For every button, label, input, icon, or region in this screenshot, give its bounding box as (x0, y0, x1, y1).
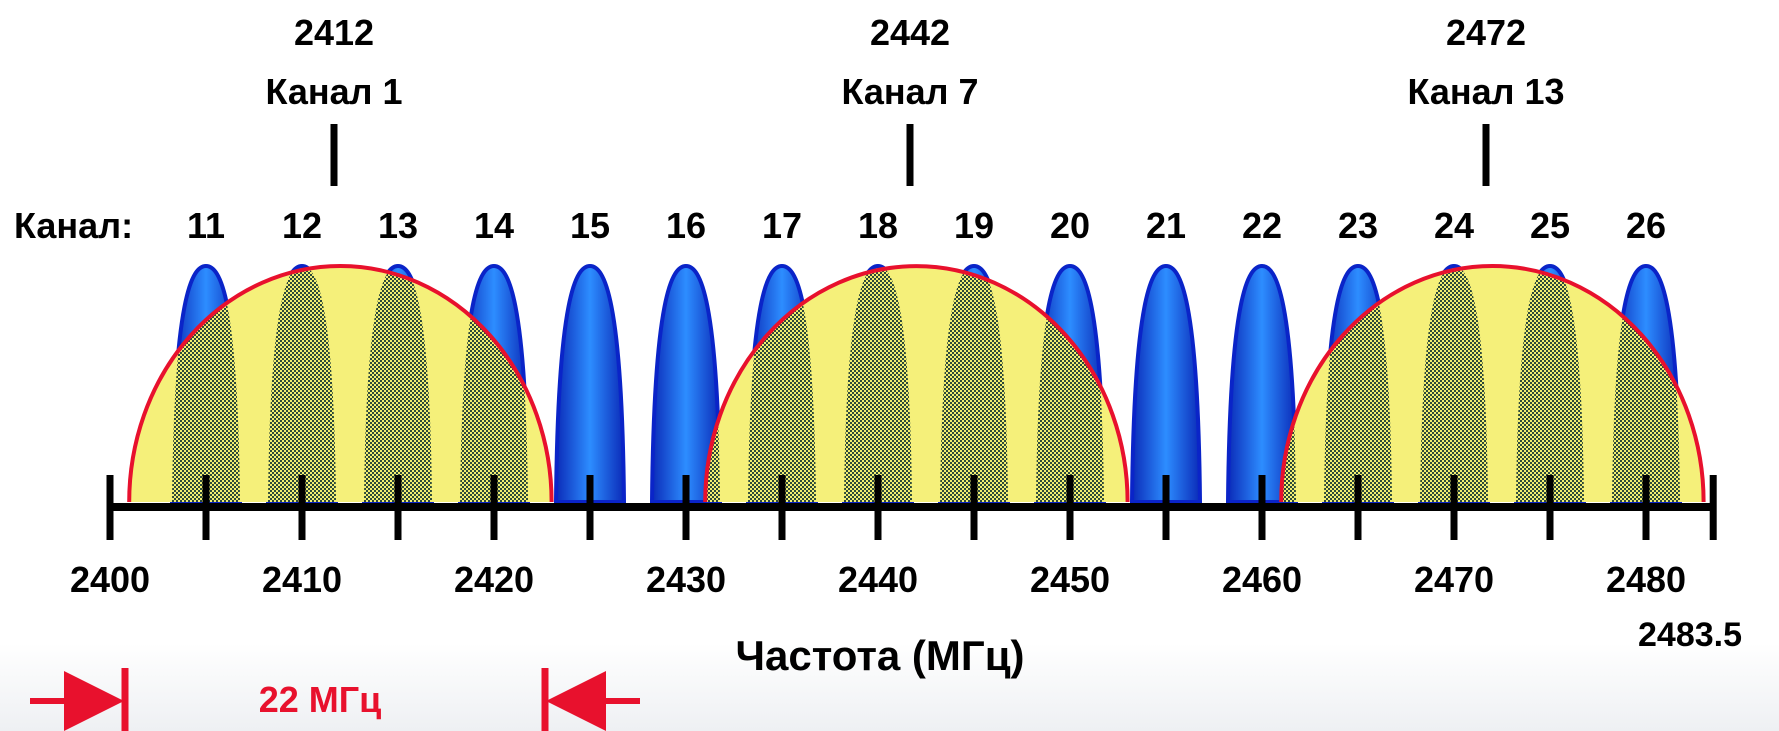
wifi-channel-13-freq: 2472 (1446, 12, 1526, 53)
wifi-dome-outline (1279, 264, 1706, 503)
overlap-region (940, 266, 1008, 502)
overlap-region (364, 266, 432, 502)
wifi-channel-1-freq: 2412 (294, 12, 374, 53)
zigbee-channel-label: 20 (1050, 205, 1090, 246)
overlap-region (844, 266, 912, 502)
zigbee-channel-label: 21 (1146, 205, 1186, 246)
zigbee-channel-labels: 11 12 13 14 15 16 17 18 19 20 21 22 23 24 25 26 (187, 205, 1666, 246)
bandwidth-indicator: 22 МГц (30, 668, 640, 731)
zigbee-channel-label: 11 (187, 205, 225, 246)
zigbee-channel-label: 12 (282, 205, 322, 246)
zigbee-channel-label: 26 (1626, 205, 1666, 246)
zigbee-channel-shape (1225, 263, 1299, 504)
zigbee-channel-shape (1129, 263, 1203, 504)
axis-tick-label: 2450 (1030, 559, 1110, 600)
zigbee-channel-label: 23 (1338, 205, 1378, 246)
zigbee-channel-label: 25 (1530, 205, 1570, 246)
zigbee-channel-label: 13 (378, 205, 418, 246)
axis-tick-label: 2480 (1606, 559, 1686, 600)
wifi-channel-outlines (127, 264, 1706, 503)
bandwidth-label: 22 МГц (259, 679, 382, 720)
wifi-channel-7-header: 2442 Канал 7 (841, 12, 979, 186)
zigbee-channel-label: 14 (474, 205, 514, 246)
zigbee-channel-label: 17 (762, 205, 802, 246)
axis-tick-label: 2460 (1222, 559, 1302, 600)
wifi-channel-1-header: 2412 Канал 1 (265, 12, 403, 186)
overlap-region (1516, 266, 1584, 502)
axis-tick-label: 2400 (70, 559, 150, 600)
zigbee-channel-label: 16 (666, 205, 706, 246)
zigbee-channel-shape (553, 263, 627, 504)
overlap-region (268, 266, 336, 502)
channel-row-label: Канал: (14, 205, 133, 246)
wifi-channel-1-label: Канал 1 (265, 71, 402, 112)
wifi-channel-13-label: Канал 13 (1407, 71, 1564, 112)
wifi-channel-7-freq: 2442 (870, 12, 950, 53)
axis-tick-label: 2430 (646, 559, 726, 600)
wifi-dome-outline (127, 264, 554, 503)
axis-tick-label: 2470 (1414, 559, 1494, 600)
wifi-channel-13-header: 2472 Канал 13 (1407, 12, 1565, 186)
wifi-channel-7-label: Канал 7 (841, 71, 978, 112)
zigbee-channel-label: 18 (858, 205, 898, 246)
frequency-axis-ticks (106, 475, 1717, 540)
zigbee-channel-label: 15 (570, 205, 610, 246)
overlap-region (1420, 266, 1488, 502)
frequency-axis-labels: 2400 2410 2420 2430 2440 2450 2460 2470 2480 (70, 559, 1686, 600)
zigbee-channel-label: 24 (1434, 205, 1474, 246)
zigbee-channel-label: 19 (954, 205, 994, 246)
wifi-dome-outline (703, 264, 1130, 503)
axis-tick-label: 2420 (454, 559, 534, 600)
zigbee-channel-shape (649, 263, 723, 504)
zigbee-channel-label: 22 (1242, 205, 1282, 246)
axis-tick-label: 2410 (262, 559, 342, 600)
axis-end-label: 2483.5 (1638, 616, 1742, 654)
axis-title: Частота (МГц) (735, 632, 1024, 679)
overlap-regions (172, 266, 1680, 502)
axis-tick-label: 2440 (838, 559, 918, 600)
